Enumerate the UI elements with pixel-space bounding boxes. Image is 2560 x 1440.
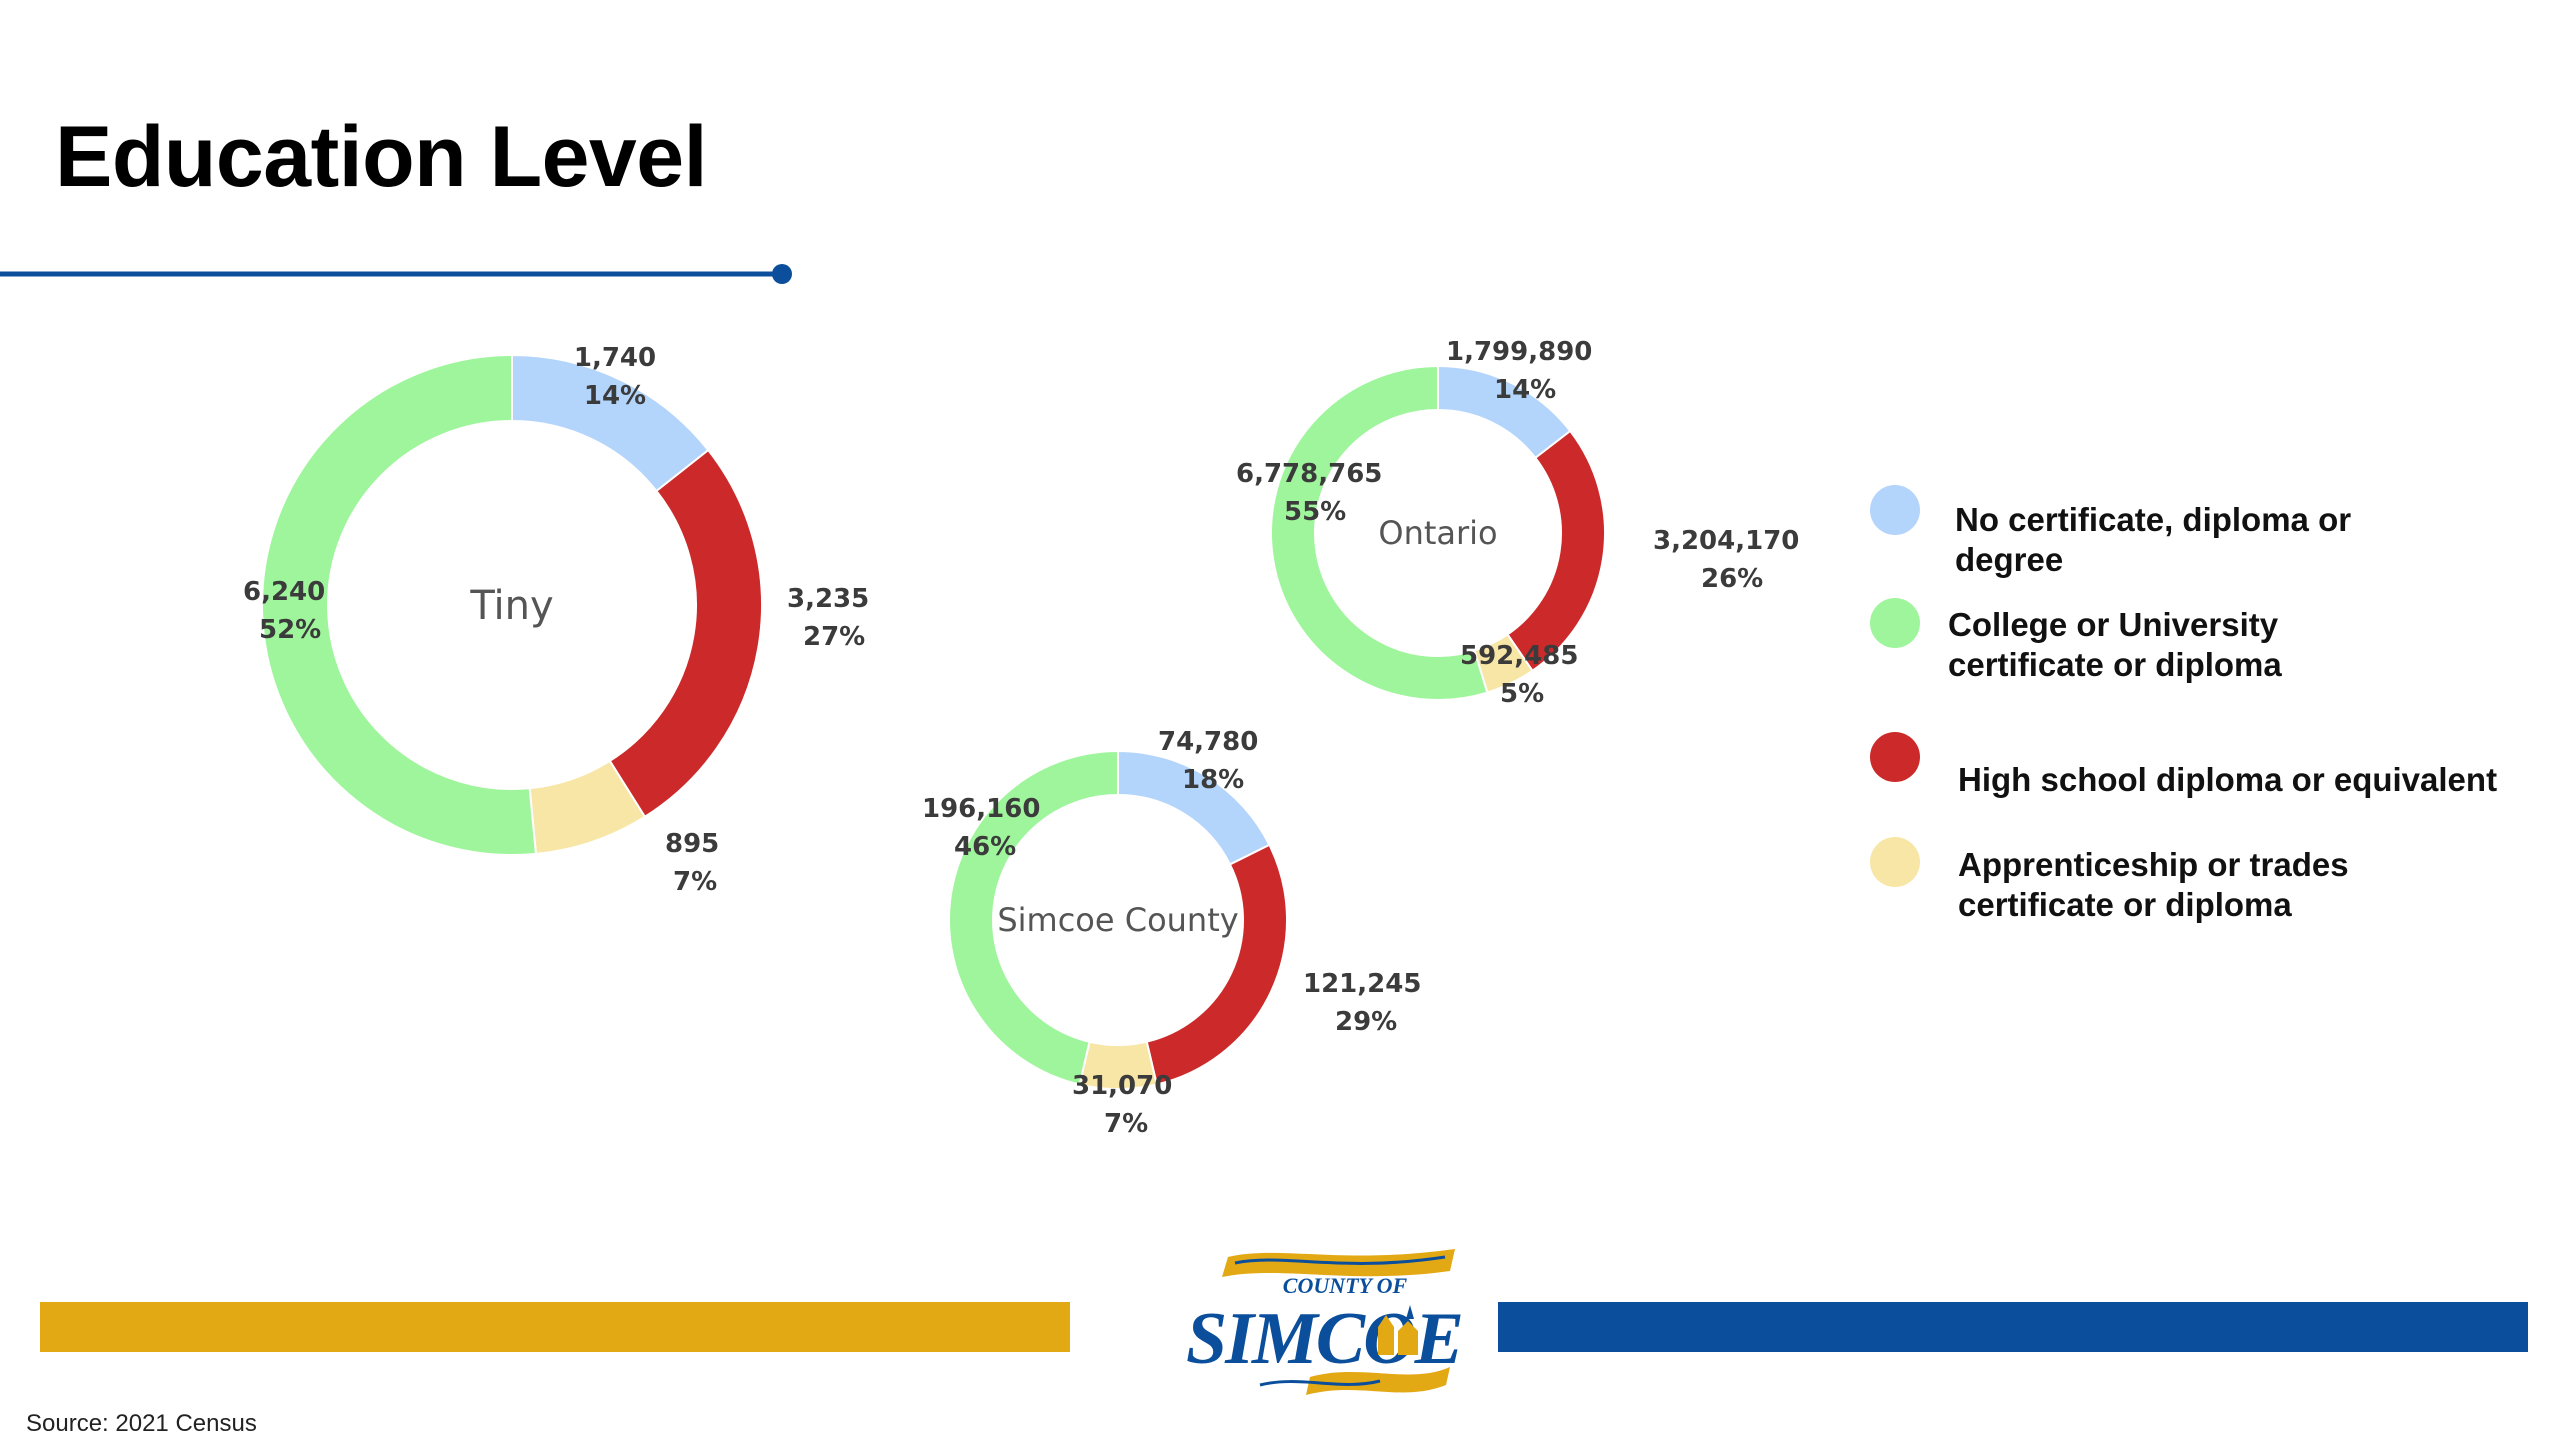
data-label-value: 3,235 [787,584,869,614]
logo-text-main: SIMCOE [1186,1298,1462,1380]
legend-label: No certificate, diploma or degree [1955,501,2352,578]
donut-center-label: Ontario [1378,514,1497,552]
title-underline [0,264,792,284]
data-label-percent: 46% [954,832,1016,862]
legend-swatch [1870,485,1920,535]
legend-swatch [1870,732,1920,782]
source-note: Source: 2021 Census [26,1410,257,1437]
data-label-value: 592,485 [1460,641,1578,671]
title-underline-dot [772,264,792,284]
donut-center-label: Tiny [469,583,553,629]
footer-bar-gold [40,1302,1070,1352]
data-label-value: 895 [665,829,719,859]
legend-swatch [1870,598,1920,648]
donut-chart: Ontario 1,799,890 14% 3,204,170 26% 592,485 5%… [1236,337,1799,709]
data-label-value: 6,778,765 [1236,459,1382,489]
donut-slice [948,749,1119,1086]
donut-chart: Simcoe County 74,780 18% 121,245 29% 31,070 7%… [922,727,1421,1139]
legend-label: College or University certificate or dip… [1948,606,2282,683]
data-label-percent: 14% [1494,375,1556,405]
donut-slice [1145,843,1288,1086]
data-label-percent: 14% [584,381,646,411]
data-label-percent: 18% [1182,765,1244,795]
donut-slice [1506,429,1606,673]
donut-center-label: Simcoe County [997,901,1238,939]
data-label-value: 1,740 [574,343,656,373]
legend-label: Apprenticeship or trades certificate or … [1958,846,2349,923]
data-label-percent: 26% [1701,564,1763,594]
data-label-percent: 5% [1500,679,1544,709]
data-label-percent: 7% [1104,1109,1148,1139]
donut-chart: Tiny 1,740 14% 3,235 27% 895 7% 6,240 52% [243,343,869,897]
data-label-percent: 52% [259,615,321,645]
logo-banner-line [1234,1255,1446,1265]
logo-building-icon [1378,1315,1418,1355]
county-of-simcoe-logo: COUNTY OF SIMCOE [1186,1249,1464,1395]
page-title: Education Level [55,109,708,205]
donut-slice [511,353,710,493]
footer-bar-blue [1498,1302,2528,1352]
donut-slice [261,353,538,856]
data-label-percent: 29% [1335,1007,1397,1037]
data-label-value: 121,245 [1303,969,1421,999]
data-label-value: 6,240 [243,577,325,607]
data-label-percent: 27% [803,622,865,652]
donut-slice [608,448,763,819]
data-label-value: 31,070 [1072,1071,1172,1101]
data-label-value: 1,799,890 [1446,337,1592,367]
data-label-value: 74,780 [1158,727,1258,757]
logo-tree-icon [1406,1305,1414,1319]
data-label-value: 196,160 [922,794,1040,824]
logo-wave-line [1259,1379,1381,1387]
legend-swatch [1870,837,1920,887]
legend-label: High school diploma or equivalent [1958,761,2498,798]
logo-text-top: COUNTY OF [1283,1273,1408,1298]
data-label-percent: 7% [673,867,717,897]
data-label-value: 3,204,170 [1653,526,1799,556]
data-label-percent: 55% [1284,497,1346,527]
donut-slice [1270,364,1489,701]
